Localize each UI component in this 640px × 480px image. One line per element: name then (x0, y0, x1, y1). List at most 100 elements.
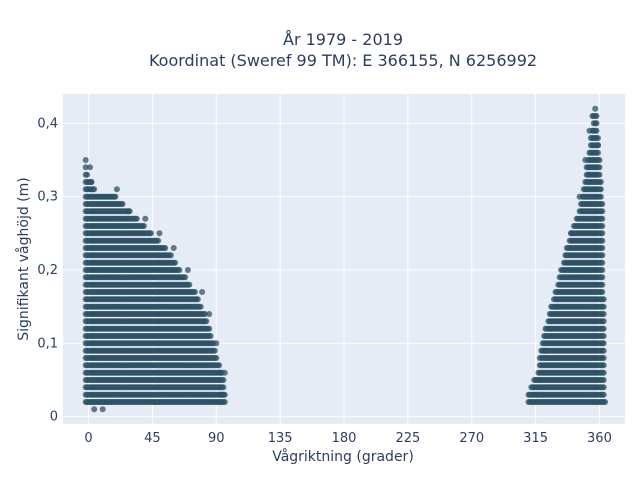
data-point (113, 186, 120, 193)
data-point (599, 274, 606, 281)
x-tick-label: 315 (523, 431, 548, 446)
data-point (599, 208, 606, 215)
data-point (595, 149, 601, 156)
y-tick-label: 0,1 (37, 336, 58, 351)
data-point (595, 135, 601, 141)
data-point (600, 355, 607, 361)
data-point (217, 369, 224, 376)
x-tick-label: 90 (208, 431, 225, 446)
data-point (91, 406, 98, 413)
x-tick-label: 270 (459, 431, 484, 446)
data-point (221, 399, 228, 405)
data-point (600, 362, 607, 369)
data-point (172, 259, 179, 266)
data-point (599, 267, 606, 273)
x-axis-title: Vågriktning (grader) (272, 448, 414, 465)
x-tick-label: 135 (268, 431, 293, 446)
data-point (596, 171, 603, 178)
data-point (112, 193, 119, 200)
data-point (600, 311, 607, 317)
data-point (595, 142, 601, 149)
data-point (176, 267, 183, 273)
data-point (586, 127, 593, 134)
data-point (84, 171, 91, 178)
data-point (216, 362, 223, 369)
data-point (553, 303, 560, 310)
data-point (156, 230, 163, 237)
data-point (600, 369, 607, 376)
data-point (596, 157, 603, 163)
data-point (142, 215, 149, 222)
data-point (192, 289, 198, 295)
data-point (599, 215, 606, 222)
data-point (597, 193, 604, 200)
data-point (199, 289, 206, 295)
data-point (568, 230, 575, 237)
data-point (600, 318, 607, 325)
x-tick-label: 360 (587, 431, 612, 446)
data-point (201, 311, 208, 317)
data-point (155, 237, 162, 244)
data-point (600, 333, 607, 339)
data-point (184, 267, 191, 273)
data-point (167, 252, 174, 259)
data-point (602, 399, 609, 405)
data-point (593, 113, 600, 119)
y-axis-title: Signifikant våghöjd (m) (15, 177, 32, 340)
data-point (99, 406, 106, 413)
data-point (119, 201, 126, 207)
data-point (599, 237, 606, 244)
x-tick-label: 45 (144, 431, 161, 446)
data-point (599, 289, 606, 295)
data-point (206, 311, 213, 317)
data-point (125, 208, 132, 215)
x-tick-label: 0 (84, 431, 92, 446)
data-point (539, 391, 546, 398)
data-point (600, 384, 607, 391)
data-point (140, 223, 147, 229)
data-point (203, 318, 210, 325)
data-point (592, 105, 599, 112)
data-point (91, 186, 98, 193)
data-point (596, 164, 603, 171)
data-point (87, 164, 93, 171)
data-point (548, 325, 555, 332)
data-point (599, 252, 606, 259)
data-point (213, 340, 220, 347)
data-point (593, 120, 600, 127)
data-point (133, 215, 140, 222)
data-point (82, 164, 89, 171)
data-point (220, 377, 227, 383)
data-point (82, 157, 89, 163)
grid-lines (63, 94, 625, 424)
data-point (162, 245, 169, 251)
data-point (207, 333, 214, 339)
data-point (213, 355, 220, 361)
data-point (218, 391, 225, 398)
data-point (599, 281, 606, 288)
chart-title-line-1: År 1979 - 2019 (283, 30, 403, 49)
data-point (593, 127, 600, 134)
data-point (600, 296, 607, 303)
data-point (576, 193, 583, 200)
data-point (221, 369, 228, 376)
x-tick-label: 180 (332, 431, 357, 446)
data-point (600, 391, 607, 398)
chart-title-line-2: Koordinat (Sweref 99 TM): E 366155, N 62… (149, 51, 537, 70)
data-point (582, 157, 589, 163)
data-point (600, 340, 607, 347)
data-point (532, 391, 539, 398)
data-point (600, 377, 607, 383)
data-point (211, 347, 218, 354)
data-point (597, 179, 604, 185)
data-point (599, 201, 606, 207)
data-point (220, 384, 227, 391)
data-point (600, 303, 607, 310)
x-axis-ticks: 0 45 90 135 180 225 270 315 360 (84, 431, 611, 446)
x-tick-label: 225 (395, 431, 420, 446)
data-points (82, 105, 609, 413)
data-point (197, 303, 204, 310)
data-point (148, 230, 154, 237)
data-point (536, 377, 543, 383)
